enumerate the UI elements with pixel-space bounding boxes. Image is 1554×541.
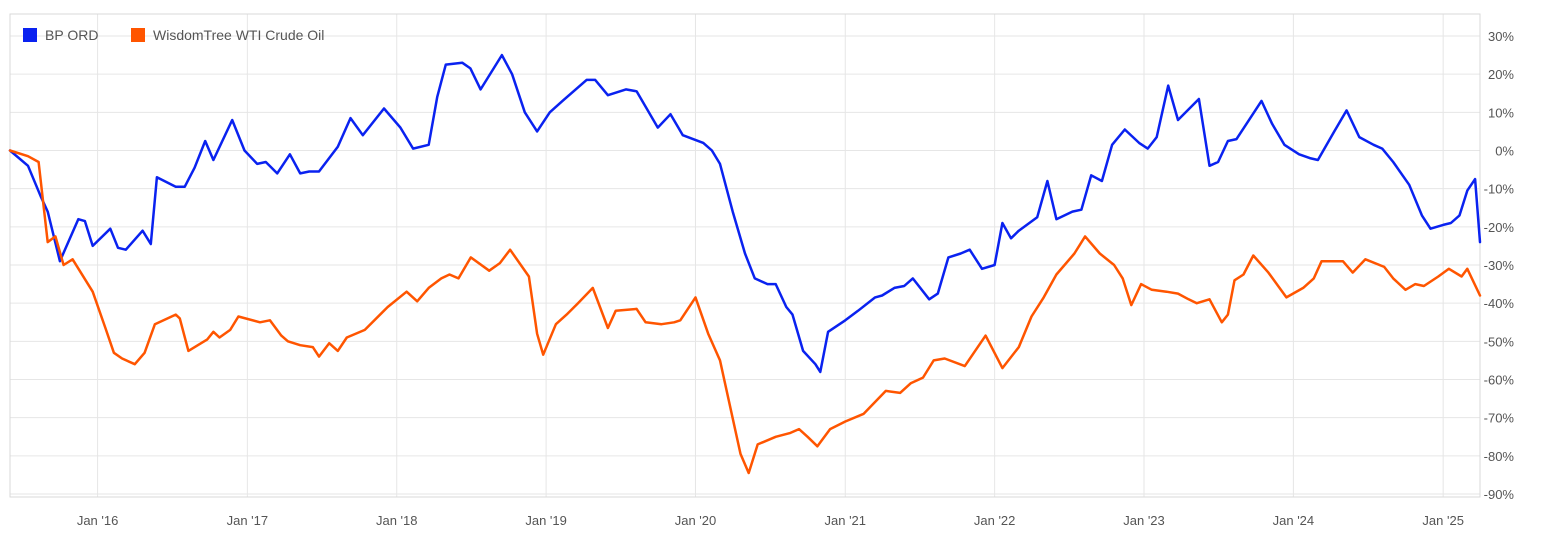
x-tick-label: Jan '25 xyxy=(1422,513,1464,528)
legend-item-wisdomtree-wti-crude-oil[interactable]: WisdomTree WTI Crude Oil xyxy=(131,27,324,43)
x-tick-label: Jan '21 xyxy=(825,513,867,528)
x-tick-label: Jan '19 xyxy=(525,513,567,528)
x-tick-label: Jan '17 xyxy=(227,513,269,528)
y-axis-tick-labels: 30% 20% 10% 0% -10% -20% -30% -40% -50% -60% -70% -… xyxy=(1484,29,1515,502)
y-tick-label: -30% xyxy=(1484,258,1515,273)
y-tick-label: -60% xyxy=(1484,373,1515,388)
legend-label-bp-ord: BP ORD xyxy=(45,27,98,43)
x-tick-label: Jan '20 xyxy=(675,513,717,528)
x-tick-label: Jan '22 xyxy=(974,513,1016,528)
y-tick-label: -50% xyxy=(1484,334,1515,349)
series-line-bp-ord[interactable] xyxy=(8,53,1482,374)
legend-swatch-bp-ord xyxy=(23,28,37,42)
y-tick-label: -80% xyxy=(1484,449,1515,464)
x-tick-label: Jan '18 xyxy=(376,513,418,528)
x-tick-label: Jan '24 xyxy=(1273,513,1315,528)
x-tick-label: Jan '23 xyxy=(1123,513,1165,528)
legend-item-bp-ord[interactable]: BP ORD xyxy=(23,27,98,43)
y-gridlines xyxy=(10,35,1480,495)
y-tick-label: 20% xyxy=(1488,67,1514,82)
legend-label-wisdomtree-wti-crude-oil: WisdomTree WTI Crude Oil xyxy=(153,27,324,43)
series-layer xyxy=(8,53,1482,475)
y-tick-label: -90% xyxy=(1484,487,1515,502)
y-tick-label: -10% xyxy=(1484,182,1515,197)
plot-frame xyxy=(9,13,1481,498)
x-gridlines xyxy=(97,14,1444,497)
y-tick-label: -70% xyxy=(1484,411,1515,426)
y-tick-label: 0% xyxy=(1495,144,1514,159)
y-tick-label: 10% xyxy=(1488,105,1514,120)
legend: BP ORD WisdomTree WTI Crude Oil xyxy=(23,27,324,43)
legend-swatch-wisdomtree-wti-crude-oil xyxy=(131,28,145,42)
y-tick-label: -40% xyxy=(1484,296,1515,311)
x-tick-label: Jan '16 xyxy=(77,513,119,528)
y-tick-label: 30% xyxy=(1488,29,1514,44)
x-axis-tick-labels: Jan '16 Jan '17 Jan '18 Jan '19 Jan '20 Jan '… xyxy=(77,513,1464,528)
y-tick-label: -20% xyxy=(1484,220,1515,235)
series-line-wisdomtree-wti-crude-oil[interactable] xyxy=(8,149,1482,475)
